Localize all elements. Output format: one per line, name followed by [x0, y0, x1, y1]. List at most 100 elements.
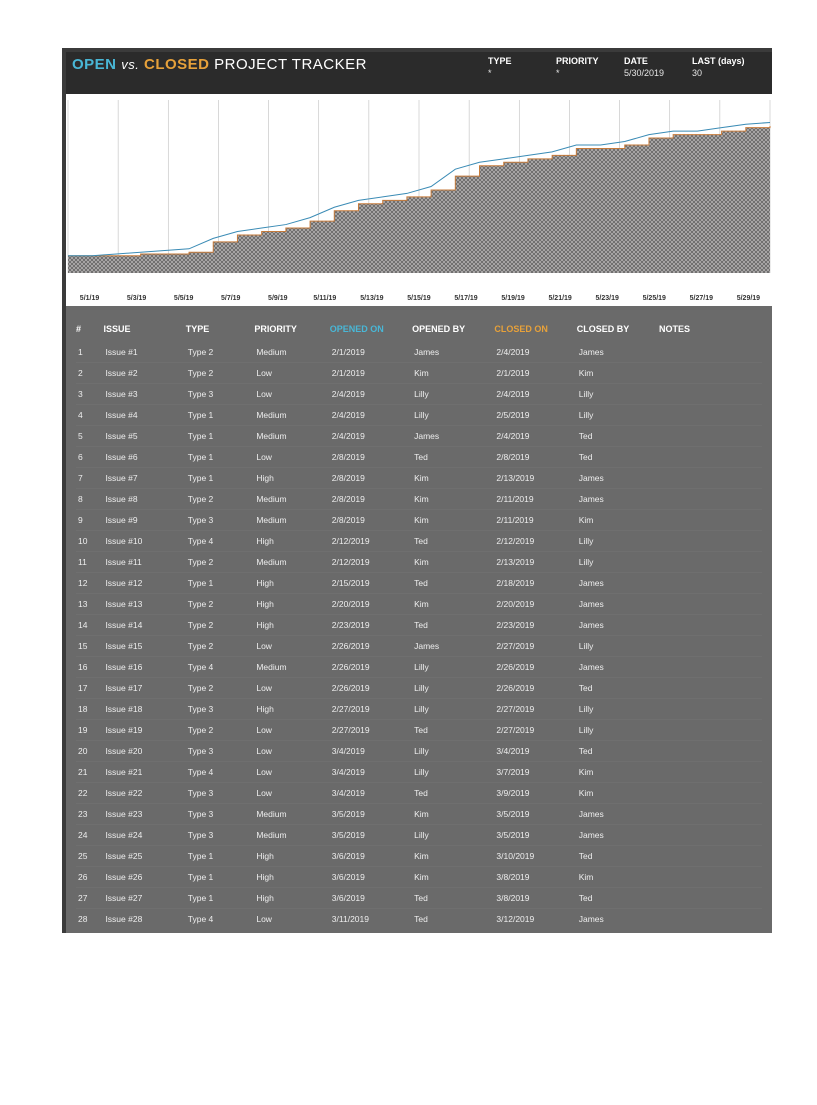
cell-notes [659, 720, 762, 741]
table-row[interactable]: 22Issue #22Type 3Low3/4/2019Ted3/9/2019K… [76, 783, 762, 804]
col-priority[interactable]: PRIORITY [254, 324, 329, 342]
cell-closed_on: 3/10/2019 [494, 846, 576, 867]
table-row[interactable]: 28Issue #28Type 4Low3/11/2019Ted3/12/201… [76, 909, 762, 930]
table-row[interactable]: 26Issue #26Type 1High3/6/2019Kim3/8/2019… [76, 867, 762, 888]
cell-type: Type 3 [186, 699, 255, 720]
cell-num: 9 [76, 510, 103, 531]
cell-notes [659, 636, 762, 657]
cell-notes [659, 678, 762, 699]
cell-num: 6 [76, 447, 103, 468]
table-row[interactable]: 12Issue #12Type 1High2/15/2019Ted2/18/20… [76, 573, 762, 594]
x-tick-label: 5/7/19 [207, 295, 254, 302]
x-tick-label: 5/17/19 [443, 295, 490, 302]
cell-num: 11 [76, 552, 103, 573]
cell-type: Type 2 [186, 720, 255, 741]
table-row[interactable]: 20Issue #20Type 3Low3/4/2019Lilly3/4/201… [76, 741, 762, 762]
cell-notes [659, 552, 762, 573]
cell-issue: Issue #3 [103, 384, 185, 405]
cell-type: Type 4 [186, 762, 255, 783]
cell-issue: Issue #12 [103, 573, 185, 594]
table-row[interactable]: 3Issue #3Type 3Low2/4/2019Lilly2/4/2019L… [76, 384, 762, 405]
table-row[interactable]: 5Issue #5Type 1Medium2/4/2019James2/4/20… [76, 426, 762, 447]
cell-closed_by: James [577, 468, 659, 489]
cell-priority: Medium [254, 426, 329, 447]
cell-opened_on: 3/4/2019 [330, 741, 412, 762]
col-closed_on[interactable]: CLOSED ON [494, 324, 576, 342]
table-row[interactable]: 4Issue #4Type 1Medium2/4/2019Lilly2/5/20… [76, 405, 762, 426]
cell-opened_on: 2/4/2019 [330, 405, 412, 426]
filter-date[interactable]: DATE5/30/2019 [624, 56, 692, 78]
table-row[interactable]: 18Issue #18Type 3High2/27/2019Lilly2/27/… [76, 699, 762, 720]
cell-issue: Issue #27 [103, 888, 185, 909]
cell-issue: Issue #11 [103, 552, 185, 573]
cell-type: Type 2 [186, 636, 255, 657]
filter-priority[interactable]: PRIORITY* [556, 56, 624, 78]
table-row[interactable]: 16Issue #16Type 4Medium2/26/2019Lilly2/2… [76, 657, 762, 678]
title-rest: PROJECT TRACKER [214, 56, 367, 73]
cell-num: 2 [76, 363, 103, 384]
filter-last-days-[interactable]: LAST (days)30 [692, 56, 760, 78]
cell-num: 24 [76, 825, 103, 846]
cell-opened_by: Kim [412, 552, 494, 573]
x-tick-label: 5/21/19 [537, 295, 584, 302]
table-row[interactable]: 13Issue #13Type 2High2/20/2019Kim2/20/20… [76, 594, 762, 615]
cell-opened_by: Ted [412, 888, 494, 909]
cell-priority: High [254, 468, 329, 489]
filter-value: * [488, 68, 556, 78]
cell-type: Type 4 [186, 909, 255, 930]
cell-opened_on: 3/6/2019 [330, 846, 412, 867]
table-row[interactable]: 24Issue #24Type 3Medium3/5/2019Lilly3/5/… [76, 825, 762, 846]
filter-value: 5/30/2019 [624, 68, 692, 78]
cell-issue: Issue #7 [103, 468, 185, 489]
table-row[interactable]: 7Issue #7Type 1High2/8/2019Kim2/13/2019J… [76, 468, 762, 489]
cell-opened_by: Kim [412, 804, 494, 825]
cell-closed_by: Lilly [577, 405, 659, 426]
cell-opened_by: Lilly [412, 405, 494, 426]
cell-closed_on: 2/5/2019 [494, 405, 576, 426]
col-type[interactable]: TYPE [186, 324, 255, 342]
col-num[interactable]: # [76, 324, 103, 342]
cell-closed_by: Ted [577, 447, 659, 468]
cell-closed_on: 2/13/2019 [494, 552, 576, 573]
table-row[interactable]: 17Issue #17Type 2Low2/26/2019Lilly2/26/2… [76, 678, 762, 699]
col-closed_by[interactable]: CLOSED BY [577, 324, 659, 342]
table-row[interactable]: 1Issue #1Type 2Medium2/1/2019James2/4/20… [76, 342, 762, 363]
cell-type: Type 3 [186, 825, 255, 846]
table-row[interactable]: 14Issue #14Type 2High2/23/2019Ted2/23/20… [76, 615, 762, 636]
filter-type[interactable]: TYPE* [488, 56, 556, 78]
cell-issue: Issue #5 [103, 426, 185, 447]
cell-notes [659, 825, 762, 846]
cell-opened_by: Lilly [412, 741, 494, 762]
table-row[interactable]: 23Issue #23Type 3Medium3/5/2019Kim3/5/20… [76, 804, 762, 825]
col-notes[interactable]: NOTES [659, 324, 762, 342]
cell-opened_by: James [412, 636, 494, 657]
table-row[interactable]: 21Issue #21Type 4Low3/4/2019Lilly3/7/201… [76, 762, 762, 783]
cell-notes [659, 447, 762, 468]
cell-priority: Low [254, 363, 329, 384]
table-row[interactable]: 11Issue #11Type 2Medium2/12/2019Kim2/13/… [76, 552, 762, 573]
col-opened_on[interactable]: OPENED ON [330, 324, 412, 342]
x-tick-label: 5/15/19 [395, 295, 442, 302]
table-row[interactable]: 27Issue #27Type 1High3/6/2019Ted3/8/2019… [76, 888, 762, 909]
cell-priority: Low [254, 783, 329, 804]
table-row[interactable]: 8Issue #8Type 2Medium2/8/2019Kim2/11/201… [76, 489, 762, 510]
header-filters: TYPE*PRIORITY*DATE5/30/2019LAST (days)30 [488, 56, 772, 78]
cell-closed_on: 2/26/2019 [494, 657, 576, 678]
col-issue[interactable]: ISSUE [103, 324, 185, 342]
table-row[interactable]: 2Issue #2Type 2Low2/1/2019Kim2/1/2019Kim [76, 363, 762, 384]
table-row[interactable]: 19Issue #19Type 2Low2/27/2019Ted2/27/201… [76, 720, 762, 741]
table-row[interactable]: 9Issue #9Type 3Medium2/8/2019Kim2/11/201… [76, 510, 762, 531]
page-title: OPEN vs. CLOSED PROJECT TRACKER [72, 56, 367, 73]
cell-priority: Low [254, 741, 329, 762]
cell-opened_on: 2/27/2019 [330, 699, 412, 720]
cell-issue: Issue #17 [103, 678, 185, 699]
cell-num: 20 [76, 741, 103, 762]
table-row[interactable]: 15Issue #15Type 2Low2/26/2019James2/27/2… [76, 636, 762, 657]
table-row[interactable]: 6Issue #6Type 1Low2/8/2019Ted2/8/2019Ted [76, 447, 762, 468]
table-row[interactable]: 25Issue #25Type 1High3/6/2019Kim3/10/201… [76, 846, 762, 867]
cell-notes [659, 888, 762, 909]
x-tick-label: 5/3/19 [113, 295, 160, 302]
cell-priority: Medium [254, 405, 329, 426]
table-row[interactable]: 10Issue #10Type 4High2/12/2019Ted2/12/20… [76, 531, 762, 552]
col-opened_by[interactable]: OPENED BY [412, 324, 494, 342]
